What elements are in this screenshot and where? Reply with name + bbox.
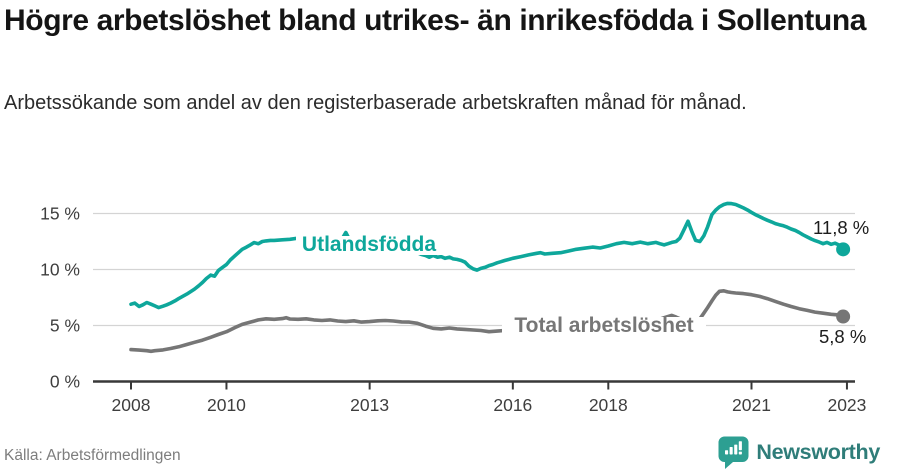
series-label: Utlandsfödda bbox=[302, 233, 436, 256]
newsworthy-logo: Newsworthy bbox=[718, 436, 880, 469]
y-axis-tick-label: 5 % bbox=[50, 316, 80, 336]
series-line-utlandsf-dda bbox=[129, 201, 845, 310]
newsworthy-bars-icon bbox=[718, 436, 749, 469]
x-axis-tick-label: 2016 bbox=[493, 395, 532, 415]
series-line-total-arbetsl-shet bbox=[129, 288, 845, 354]
x-axis-tick-label: 2013 bbox=[350, 395, 389, 415]
x-axis-tick-label: 2021 bbox=[732, 395, 771, 415]
source-note: Källa: Arbetsförmedlingen bbox=[4, 447, 181, 464]
series-label-mask bbox=[296, 236, 442, 255]
y-axis-tick-label: 0 % bbox=[50, 372, 80, 392]
series-end-dot bbox=[836, 309, 851, 324]
series-end-value-label: 11,8 % bbox=[813, 217, 869, 238]
x-axis-tick-label: 2018 bbox=[589, 395, 628, 415]
x-axis-tick-label: 2010 bbox=[207, 395, 246, 415]
x-axis-tick-label: 2023 bbox=[827, 395, 866, 415]
y-axis-tick-label: 15 % bbox=[40, 204, 80, 224]
series-end-value-label: 5,8 % bbox=[819, 326, 866, 347]
x-axis-tick-label: 2008 bbox=[112, 395, 151, 415]
series-label: Total arbetslöshet bbox=[514, 314, 693, 337]
page-subtitle: Arbetssökande som andel av den registerb… bbox=[4, 92, 747, 114]
page-title: Högre arbetslöshet bland utrikes- än inr… bbox=[4, 4, 867, 37]
series-end-dot bbox=[836, 242, 851, 257]
series-label-mask bbox=[502, 317, 706, 337]
newsworthy-wordmark: Newsworthy bbox=[756, 440, 880, 464]
y-axis-tick-label: 10 % bbox=[40, 260, 80, 280]
